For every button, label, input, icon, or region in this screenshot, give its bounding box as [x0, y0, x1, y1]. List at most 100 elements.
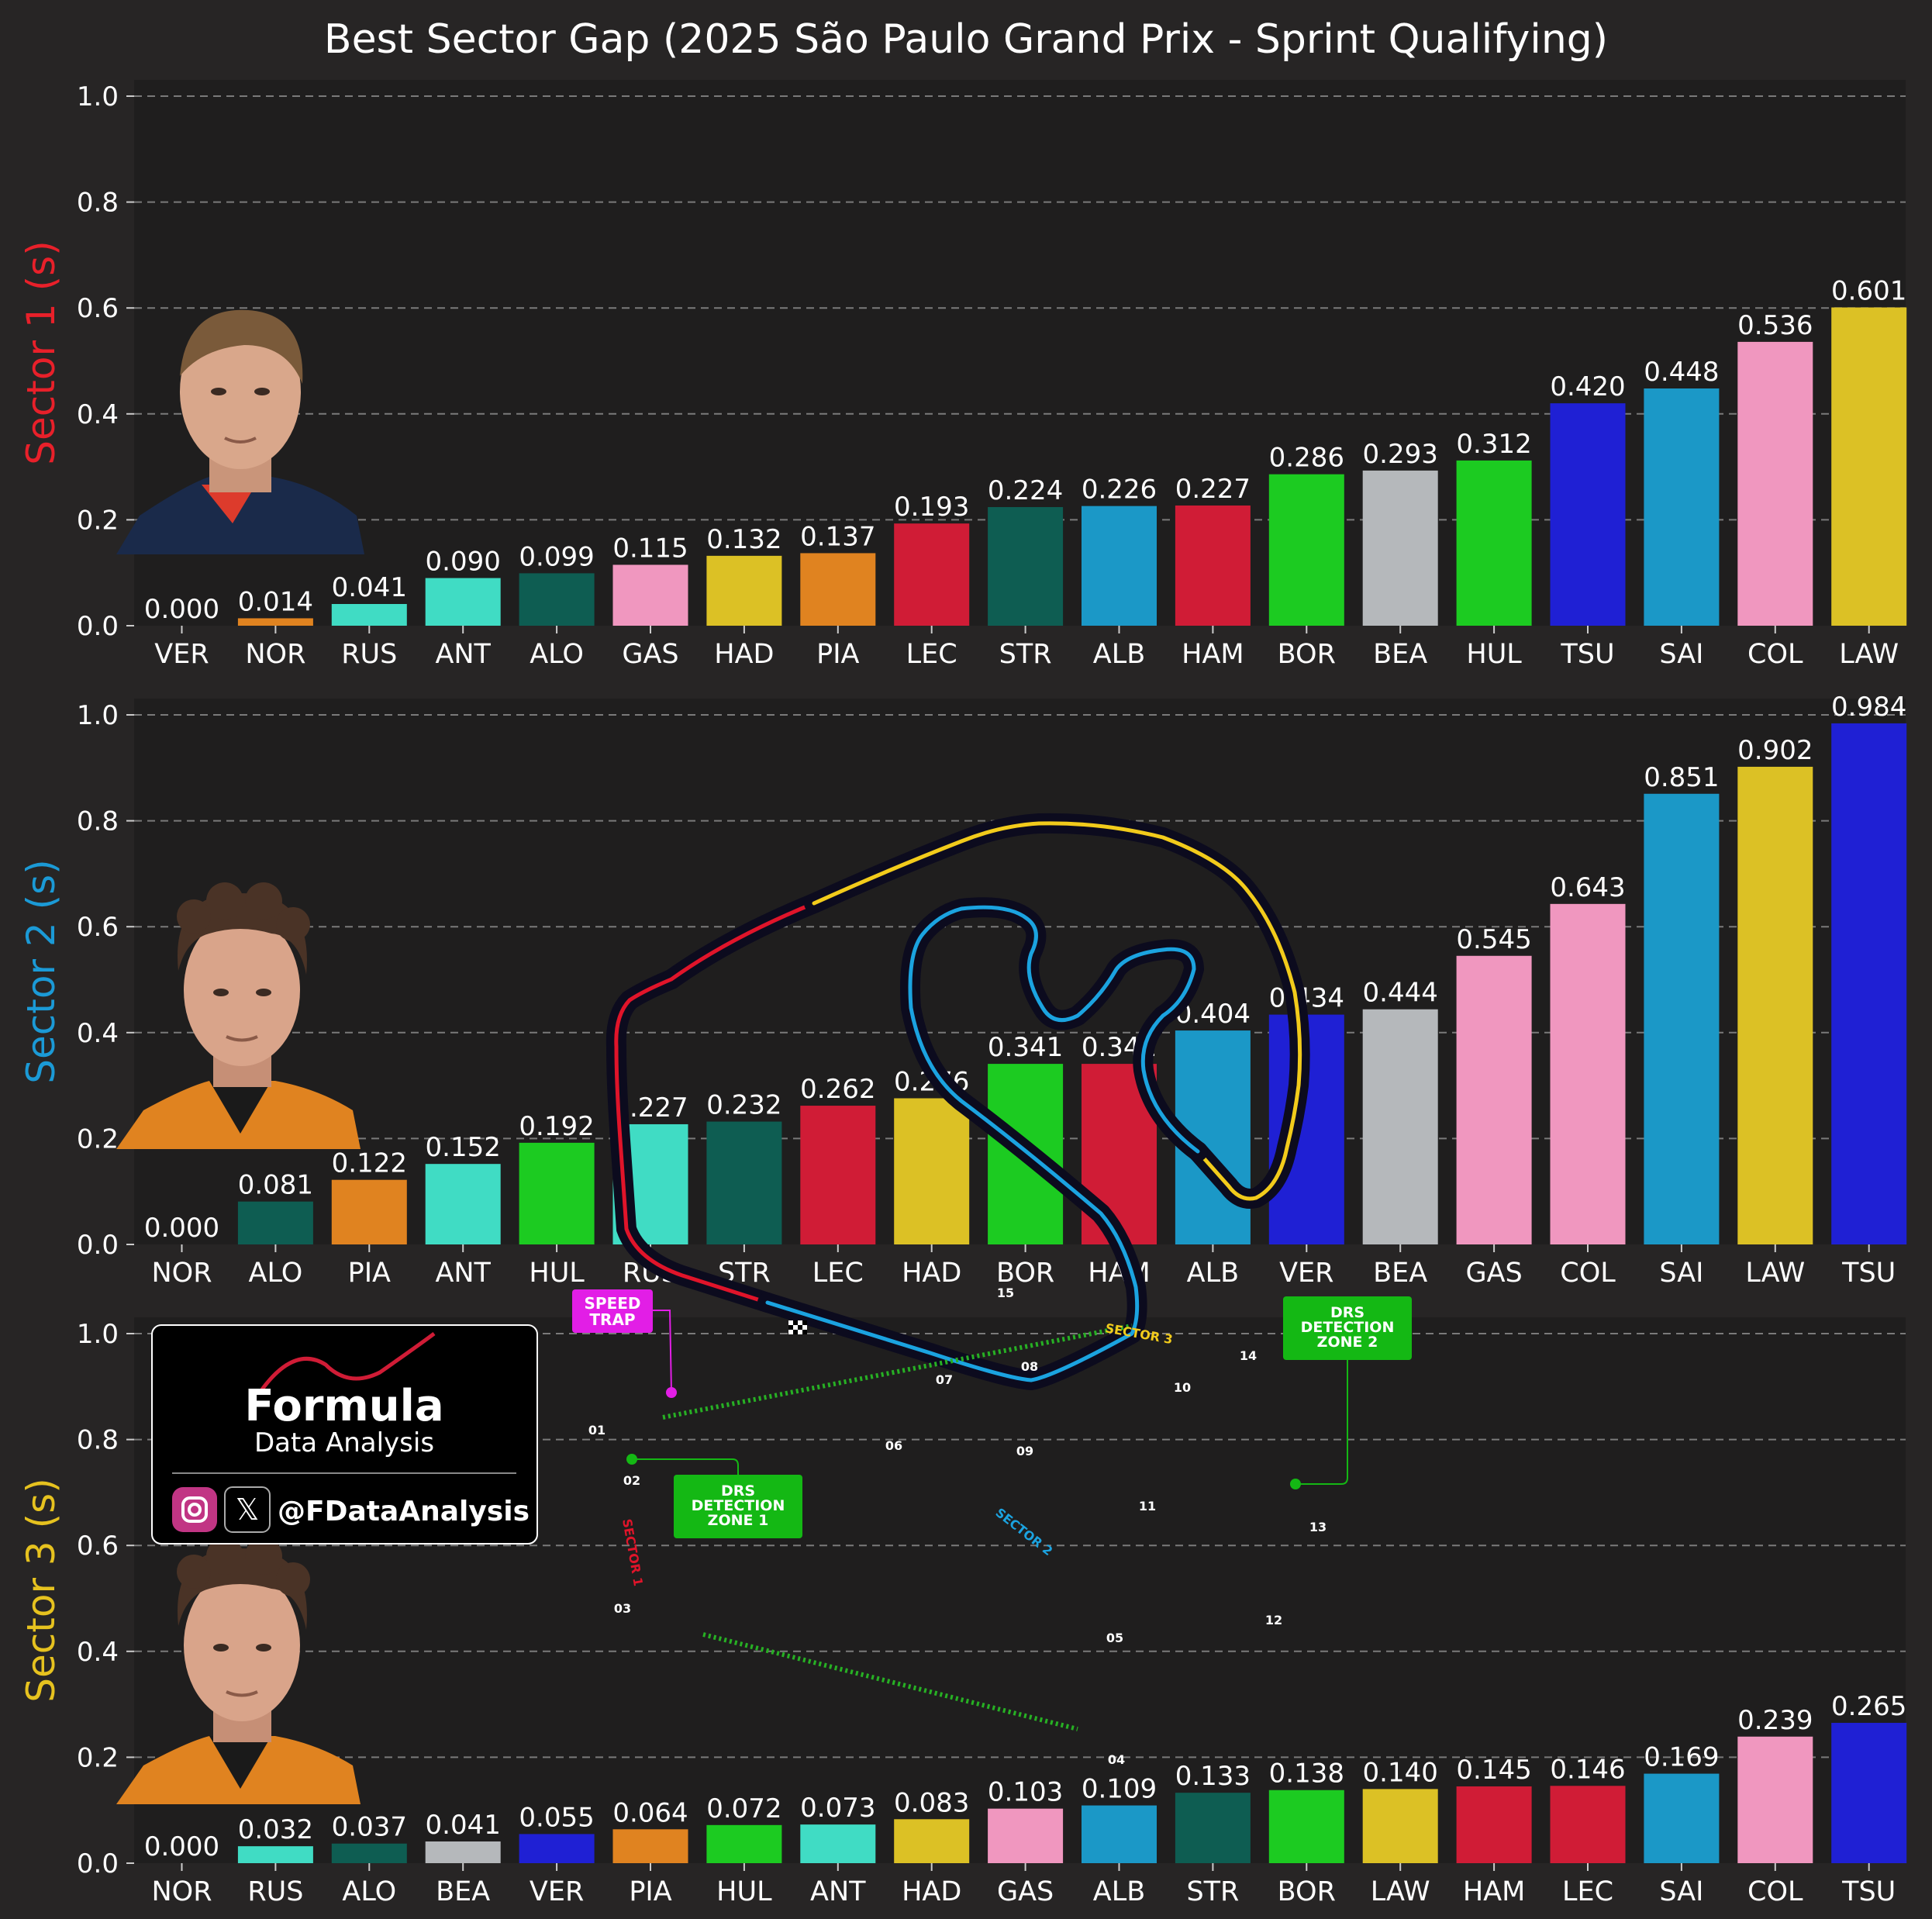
social-handle: @FDataAnalysis	[278, 1496, 530, 1527]
bar-value-label: 0.239	[1737, 1705, 1813, 1736]
bar	[1268, 474, 1344, 626]
speed-trap-label-2: TRAP	[589, 1310, 635, 1329]
y-tick-label: 0.6	[77, 1531, 119, 1562]
x-tick-label: LEC	[906, 639, 957, 670]
bar	[1737, 1736, 1813, 1863]
bar	[1550, 403, 1626, 626]
x-tick-label: HUL	[716, 1876, 772, 1907]
turn-number-05: 05	[1106, 1631, 1123, 1645]
x-tick-label: VER	[154, 639, 209, 670]
x-tick-label: COL	[1560, 1258, 1616, 1289]
drs2-label-1: DRS	[1330, 1304, 1364, 1321]
bar-value-label: 0.227	[1175, 474, 1251, 505]
x-tick-label: HAM	[1463, 1876, 1525, 1907]
sector-2-panel: 0.0 0.2 0.4 0.6 0.8 1.0 Sector 2 (s) 0.000 NOR 0.…	[19, 692, 1906, 1289]
bar-value-label: 0.055	[519, 1802, 594, 1833]
bar	[988, 1808, 1064, 1863]
driver-photo-norris-sector-3	[116, 1538, 361, 1804]
x-tick-label: BEA	[436, 1876, 490, 1907]
bar-value-label: 0.444	[1363, 978, 1438, 1009]
y-tick-label: 1.0	[77, 700, 119, 731]
bar	[1362, 1009, 1438, 1244]
bar	[1456, 955, 1532, 1244]
bar-value-label: 0.133	[1175, 1761, 1251, 1792]
turn-number-13: 13	[1309, 1520, 1327, 1534]
x-tick-label: ANT	[810, 1876, 866, 1907]
bar	[894, 523, 970, 626]
bar-value-label: 0.902	[1737, 735, 1813, 766]
y-tick-label: 0.4	[77, 1018, 119, 1049]
x-tick-label: HUL	[1466, 639, 1522, 670]
x-tick-label: ANT	[435, 639, 491, 670]
x-tick-label: PIA	[629, 1876, 671, 1907]
bar	[1644, 388, 1720, 626]
y-tick-label: 0.6	[77, 912, 119, 943]
drs1-label-1: DRS	[721, 1482, 755, 1500]
bar-value-label: 0.643	[1550, 872, 1625, 903]
x-tick-label: GAS	[622, 639, 678, 670]
x-tick-label: GAS	[1465, 1258, 1522, 1289]
speed-trap-label-1: SPEED	[585, 1294, 641, 1313]
bar-value-label: 0.152	[426, 1132, 501, 1163]
bar	[1175, 505, 1251, 626]
bar-value-label: 0.545	[1456, 924, 1531, 955]
bar-value-label: 0.000	[144, 594, 219, 625]
x-tick-label: TSU	[1841, 1258, 1896, 1289]
bar-value-label: 0.146	[1550, 1754, 1625, 1785]
bar-value-label: 0.014	[238, 586, 313, 617]
track-sector-3	[812, 821, 1302, 1201]
x-tick-label: ALO	[249, 1258, 303, 1289]
bar	[1737, 341, 1813, 626]
bar-value-label: 0.312	[1456, 429, 1531, 460]
drs2-label-3: ZONE 2	[1317, 1334, 1378, 1351]
bar-value-label: 0.041	[332, 572, 407, 603]
x-tick-label: BOR	[1278, 639, 1336, 670]
bar	[706, 1121, 782, 1244]
driver-photo-norris-sector-2	[116, 882, 361, 1149]
logo-brand-sub: Data Analysis	[254, 1427, 434, 1458]
turn-number-10: 10	[1174, 1380, 1191, 1395]
track-sector-2	[765, 905, 1200, 1382]
bar	[519, 1834, 595, 1863]
y-tick-label: 0.2	[77, 1123, 119, 1155]
bar-value-label: 0.109	[1082, 1774, 1157, 1805]
x-tick-label: HUL	[529, 1258, 585, 1289]
x-tick-label: BOR	[996, 1258, 1054, 1289]
bar	[519, 573, 595, 626]
y-tick-label: 0.8	[77, 806, 119, 837]
bar	[425, 1164, 501, 1244]
x-tick-label: HAM	[1182, 639, 1244, 670]
bar-value-label: 0.073	[800, 1793, 875, 1824]
start-finish-flag-icon	[788, 1320, 807, 1334]
bar-value-label: 0.601	[1831, 276, 1906, 307]
drs-zone-main-straight	[702, 1632, 1078, 1731]
bar-value-label: 0.115	[612, 533, 688, 564]
bar-value-label: 0.169	[1644, 1742, 1719, 1773]
bar	[1831, 723, 1907, 1244]
x-tick-label: HAD	[714, 639, 774, 670]
bar	[331, 1843, 407, 1863]
bar-value-label: 0.224	[988, 475, 1063, 506]
bar	[237, 1846, 313, 1863]
turn-number-03: 03	[614, 1601, 631, 1616]
bar	[1175, 1793, 1251, 1863]
driver-photo-verstappen	[116, 309, 364, 554]
bar	[1644, 793, 1720, 1244]
instagram-icon	[172, 1487, 217, 1532]
turn-number-07: 07	[936, 1372, 953, 1387]
drs1-label-2: DETECTION	[692, 1497, 785, 1514]
bar	[706, 1824, 782, 1863]
x-tick-label: RUS	[341, 639, 397, 670]
track-sector-1	[614, 901, 816, 1305]
bar-value-label: 0.103	[988, 1777, 1063, 1808]
x-tick-label: SAI	[1659, 1876, 1703, 1907]
y-axis-label: Sector 2 (s)	[19, 859, 64, 1083]
bar	[1362, 1789, 1438, 1863]
x-tick-label: NOR	[151, 1876, 212, 1907]
bar	[800, 1824, 876, 1863]
bar-value-label: 0.090	[426, 547, 501, 578]
bar-value-label: 0.262	[800, 1074, 875, 1105]
bar-value-label: 0.193	[894, 492, 969, 523]
bar	[1737, 766, 1813, 1244]
bar-value-label: 0.232	[706, 1090, 781, 1121]
